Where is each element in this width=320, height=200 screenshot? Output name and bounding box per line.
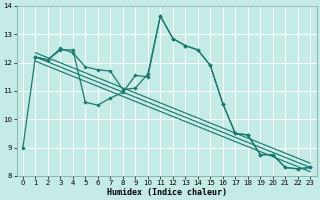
X-axis label: Humidex (Indice chaleur): Humidex (Indice chaleur) xyxy=(107,188,227,197)
